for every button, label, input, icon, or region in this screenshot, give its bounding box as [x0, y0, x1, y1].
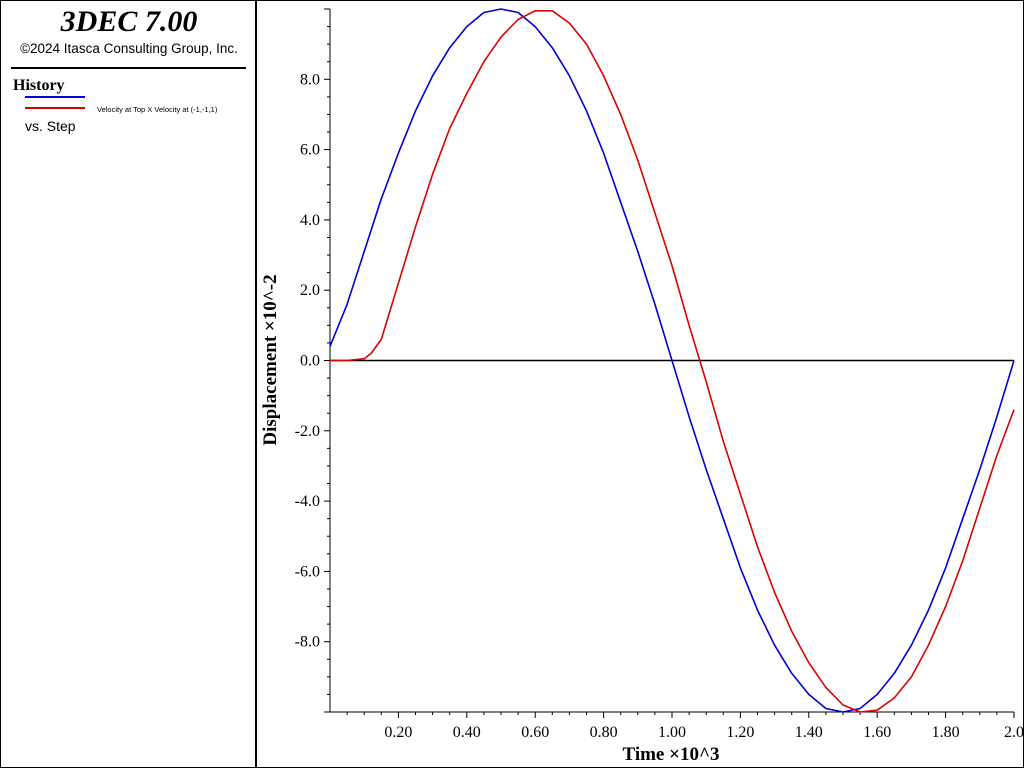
- y-tick-label: -6.0: [295, 563, 320, 580]
- legend-panel: 3DEC 7.00 ©2024 Itasca Consulting Group,…: [1, 1, 257, 767]
- legend-title: History: [13, 77, 65, 94]
- y-tick-label: -4.0: [295, 493, 320, 510]
- y-tick-label: -8.0: [295, 634, 320, 651]
- x-tick-label: 0.80: [590, 724, 618, 741]
- x-tick-label: 1.00: [658, 724, 686, 741]
- x-axis-title: Time ×10^3: [623, 744, 720, 765]
- x-tick-label: 0.40: [453, 724, 481, 741]
- title-divider: [11, 67, 246, 69]
- legend-entry-label: Velocity at Top X Velocity at (-1,-1,1): [97, 105, 218, 114]
- y-tick-label: 6.0: [300, 142, 320, 159]
- y-tick-label: 0.0: [300, 353, 320, 370]
- app-title: 3DEC 7.00: [60, 5, 198, 38]
- series-line-2: [330, 10, 1015, 713]
- y-tick-label: 8.0: [300, 71, 320, 88]
- x-tick-label: 2.0: [1004, 724, 1023, 741]
- x-tick-label: 1.20: [726, 724, 754, 741]
- y-tick-label: 4.0: [300, 212, 320, 229]
- x-tick-label: 0.60: [521, 724, 549, 741]
- series-line-1: [329, 8, 1015, 713]
- x-tick-label: 1.80: [932, 724, 960, 741]
- x-tick-label: 1.40: [795, 724, 823, 741]
- legend-vs-label: vs. Step: [25, 118, 76, 134]
- copyright-notice: ©2024 Itasca Consulting Group, Inc.: [20, 41, 238, 56]
- y-tick-label: -2.0: [295, 423, 320, 440]
- chart-series: [329, 8, 1015, 713]
- legend-swatch-series-2: [25, 107, 85, 109]
- legend-swatch-series-1: [25, 96, 85, 98]
- x-tick-label: 0.20: [384, 724, 412, 741]
- x-tick-label: 1.60: [863, 724, 891, 741]
- y-axis-title: Displacement ×10^-2: [260, 274, 281, 445]
- chart-ticks: 8.0 6.0 4.0 2.0 0.0 -2.0 -4.0 -6.0 -8.0 0.20 0.40 0…: [295, 8, 1023, 741]
- y-tick-label: 2.0: [300, 282, 320, 299]
